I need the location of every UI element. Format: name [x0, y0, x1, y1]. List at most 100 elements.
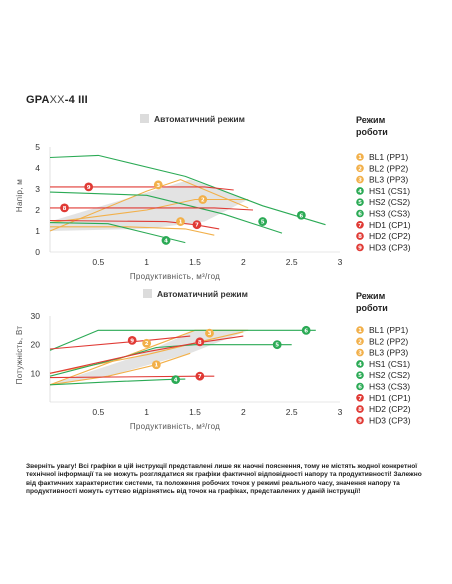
y-tick-label: 0	[35, 247, 40, 257]
series-marker-label-3: 3	[208, 331, 212, 337]
legend-title-line1: Режим	[356, 115, 386, 125]
chart-1: Автоматичний режим 0.5 1 1.5 2 2.5 3 0 1 2 3 4 5 Прод…	[15, 114, 411, 281]
series-marker-label-4: 4	[164, 238, 168, 244]
auto-mode-swatch	[143, 289, 152, 298]
series-marker-label-9: 9	[130, 338, 134, 344]
legend-marker-1	[356, 326, 364, 334]
legend-marker-num-4: 4	[358, 189, 362, 195]
legend-label-8: HD2 (CP2)	[369, 404, 411, 414]
auto-mode-label: Автоматичний режим	[157, 289, 248, 299]
series-marker-label-6: 6	[304, 328, 308, 334]
legend-label-4: HS1 (CS1)	[369, 359, 410, 369]
legend-marker-num-7: 7	[358, 396, 362, 402]
series-marker-1	[151, 360, 161, 370]
series-line-3	[49, 179, 249, 232]
series-marker-3	[153, 180, 163, 190]
series-line-5	[49, 191, 283, 234]
legend-title-line2: роботи	[356, 303, 388, 313]
series-marker-label-8: 8	[63, 206, 67, 212]
series-line-5	[49, 344, 292, 377]
series-marker-9	[84, 182, 94, 192]
legend-marker-1	[356, 153, 364, 161]
legend-label-9: HD3 (CP3)	[369, 242, 411, 252]
legend-marker-4	[356, 187, 364, 195]
legend-marker-num-1: 1	[358, 155, 362, 161]
legend-marker-4	[356, 360, 364, 368]
series-marker-label-1: 1	[154, 363, 158, 369]
series-line-7	[49, 375, 215, 379]
series-line-6	[49, 329, 316, 351]
legend-marker-num-8: 8	[358, 407, 362, 413]
x-tick-label: 1	[144, 407, 149, 417]
legend-marker-num-7: 7	[358, 223, 362, 229]
disclaimer-note: Зверніть увагу! Всі графіки в цій інстру…	[26, 463, 422, 496]
series-marker-4	[171, 375, 181, 385]
legend-marker-7	[356, 394, 364, 402]
legend-label-8: HD2 (CP2)	[369, 231, 411, 241]
series-marker-label-8: 8	[198, 340, 202, 346]
series-marker-6	[301, 325, 311, 335]
legend-marker-2	[356, 337, 364, 346]
model-title: GPAXX-4 III	[26, 94, 88, 106]
series-line-8	[50, 207, 254, 211]
x-tick-label: 0.5	[92, 407, 104, 417]
legend-label-1: BL1 (PP1)	[369, 152, 408, 162]
series-marker-label-9: 9	[87, 185, 91, 191]
x-tick-label: 2.5	[286, 407, 298, 417]
series-marker-7	[195, 371, 205, 381]
legend-label-3: BL3 (PP3)	[369, 348, 408, 358]
legend-label-4: HS1 (CS1)	[369, 186, 410, 196]
series-line-9	[50, 186, 234, 191]
legend-label-9: HD3 (CP3)	[369, 415, 411, 425]
legend-label-7: HD1 (CP1)	[369, 393, 411, 403]
legend-marker-6	[356, 209, 364, 218]
legend-label-6: HS3 (CS3)	[369, 209, 410, 219]
legend-label-5: HS2 (CS2)	[369, 370, 410, 380]
series-line-1	[49, 352, 191, 386]
series-marker-label-7: 7	[198, 374, 202, 380]
series-marker-8	[60, 203, 69, 213]
y-tick-label: 3	[35, 184, 40, 194]
x-tick-label: 2	[241, 257, 246, 267]
legend-marker-8	[356, 405, 364, 413]
x-tick-label: 1.5	[189, 257, 201, 267]
x-tick-label: 3	[338, 257, 343, 267]
model-prefix: GPA	[26, 94, 50, 106]
series-marker-1	[176, 217, 185, 226]
series-marker-9	[127, 335, 137, 345]
legend-marker-9	[356, 416, 364, 425]
auto-mode-region	[50, 179, 249, 231]
legend-marker-num-1: 1	[358, 328, 362, 334]
series-marker-8	[195, 337, 205, 347]
series-marker-label-2: 2	[145, 341, 149, 347]
legend-label-3: BL3 (PP3)	[369, 175, 408, 185]
series-marker-2	[198, 195, 208, 204]
y-axis-label: Напір, м	[15, 179, 24, 212]
y-tick-label: 10	[31, 368, 41, 378]
legend-marker-7	[356, 221, 364, 229]
y-tick-label: 20	[31, 340, 41, 350]
legend-marker-3	[356, 348, 364, 357]
series-line-1	[50, 226, 215, 236]
series-marker-7	[192, 220, 202, 230]
series-line-2	[49, 198, 249, 224]
auto-mode-swatch	[140, 114, 149, 123]
x-tick-label: 1	[144, 257, 149, 267]
y-axis-label: Потужність, Вт	[15, 326, 24, 385]
legend-label-6: HS3 (CS3)	[369, 382, 410, 392]
legend-marker-9	[356, 243, 364, 252]
series-marker-label-5: 5	[261, 220, 265, 226]
series-marker-label-6: 6	[299, 213, 303, 219]
series-marker-label-4: 4	[174, 378, 178, 384]
model-suffix: -4 III	[64, 94, 88, 106]
series-marker-label-2: 2	[201, 198, 205, 204]
legend-marker-num-8: 8	[358, 234, 362, 240]
series-marker-2	[142, 338, 152, 348]
legend-marker-num-3: 3	[358, 351, 362, 357]
x-axis-label: Продуктивність, м³/год	[130, 272, 220, 281]
series-marker-label-3: 3	[156, 183, 160, 189]
series-marker-5	[272, 340, 282, 350]
x-tick-label: 0.5	[92, 257, 104, 267]
x-tick-label: 2.5	[286, 257, 298, 267]
chart-2: Автоматичний режим 0.5 1 1.5 2 2.5 3 10 20 30 Прод…	[15, 289, 411, 431]
